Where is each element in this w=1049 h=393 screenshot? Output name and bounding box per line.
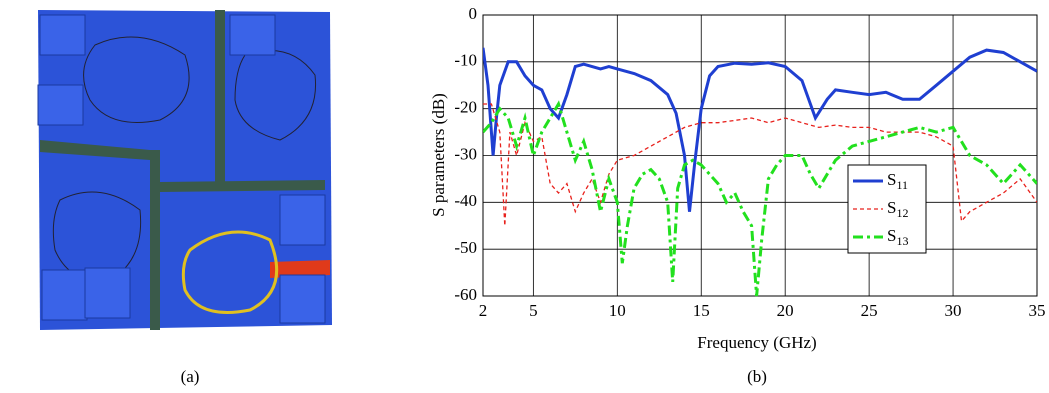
x-tick-label: 15	[693, 301, 710, 320]
y-tick-label: -20	[454, 98, 477, 117]
series-line	[483, 100, 1037, 297]
x-tick-label: 35	[1029, 301, 1046, 320]
x-tick-label: 25	[861, 301, 878, 320]
legend-label: S12	[887, 198, 908, 220]
panel-label: (a)	[181, 367, 200, 386]
legend-label: S13	[887, 226, 908, 248]
y-tick-label: -10	[454, 51, 477, 70]
y-tick-label: -60	[454, 285, 477, 304]
y-tick-label: 0	[469, 4, 478, 23]
x-tick-label: 2	[479, 301, 488, 320]
y-axis-label: S parameters (dB)	[429, 93, 448, 217]
x-tick-label: 10	[609, 301, 626, 320]
x-tick-label: 30	[945, 301, 962, 320]
legend-label: S11	[887, 170, 908, 192]
y-tick-label: -40	[454, 191, 477, 210]
x-axis-label: Frequency (GHz)	[697, 333, 816, 352]
x-tick-label: 5	[529, 301, 538, 320]
series-line	[483, 47, 1037, 212]
plot-frame	[482, 14, 1038, 297]
series-line	[483, 103, 1037, 226]
y-tick-label: -50	[454, 238, 477, 257]
simulation-render	[37, 10, 332, 330]
panel-label: (b)	[747, 367, 767, 386]
x-tick-label: 20	[777, 301, 794, 320]
y-tick-label: -30	[454, 144, 477, 163]
